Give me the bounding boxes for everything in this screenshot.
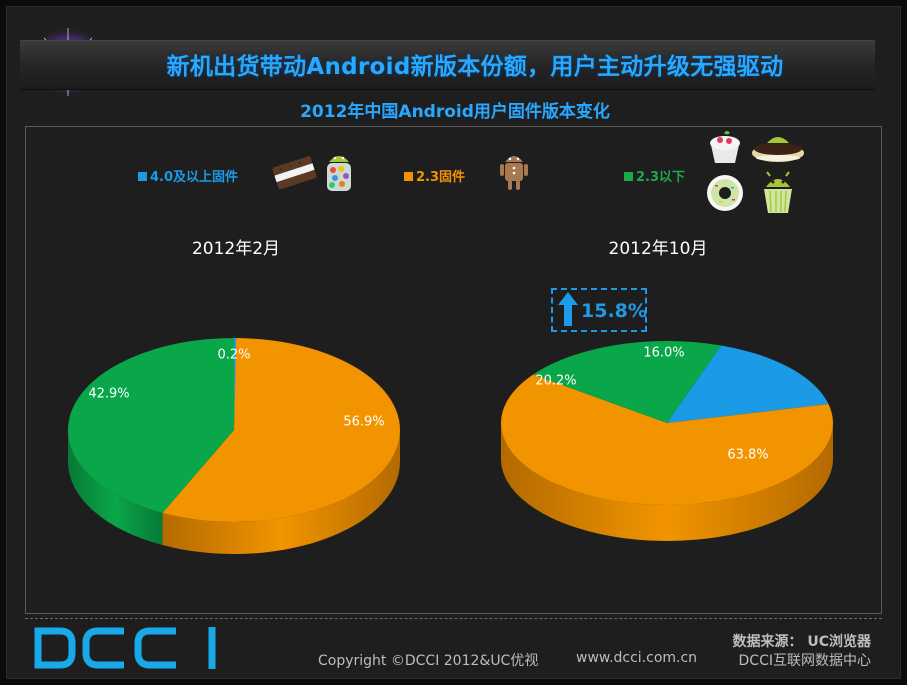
change-annotation-box	[551, 288, 647, 332]
pie-0-slice-1	[162, 338, 400, 523]
slice-label-feb-4-0: 0.2%	[217, 347, 251, 363]
legend-swatch-blue	[138, 172, 147, 181]
title-bar	[20, 40, 875, 90]
pie-0-side-1	[162, 430, 400, 554]
pie-1-slice-0	[667, 345, 829, 423]
dcci-logo	[34, 627, 216, 669]
copyright-text: Copyright ©DCCI 2012&UC优视	[318, 653, 539, 669]
slice-label-feb-2-3: 56.9%	[343, 414, 385, 430]
website-link[interactable]: www.dcci.com.cn	[576, 650, 698, 666]
donut-icon	[707, 175, 743, 211]
legend-item-android-below-2-3: 2.3以下	[624, 166, 685, 185]
legend-label: 2.3固件	[416, 170, 466, 185]
pie-1-slice-2	[533, 341, 722, 423]
organization-name: DCCI互联网数据中心	[738, 653, 871, 669]
footer-divider	[25, 618, 882, 619]
legend-label: 2.3以下	[636, 170, 686, 185]
chart-area	[25, 126, 882, 614]
eclair-icon	[752, 137, 804, 162]
pie-0-slice-0	[234, 338, 237, 430]
pie-1-slice-1	[501, 374, 833, 505]
data-source: 数据来源： UC浏览器	[732, 634, 871, 650]
legend-swatch-orange	[404, 172, 413, 181]
slice-label-feb-below-2-3: 42.9%	[88, 386, 130, 402]
main-title: 新机出货带动Android新版本份额，用户主动升级无强驱动	[166, 54, 784, 80]
change-annotation-value: 15.8%	[581, 300, 647, 322]
slice-label-oct-2-3: 63.8%	[727, 447, 769, 463]
pie-title-feb: 2012年2月	[191, 239, 281, 259]
legend-label: 4.0及以上固件	[150, 170, 239, 185]
slice-label-oct-below-2-3: 20.2%	[535, 373, 577, 389]
pie-0-side-2	[68, 430, 163, 545]
ice-cream-sandwich-icon	[272, 156, 317, 189]
up-arrow-icon	[558, 292, 578, 326]
cupcake-icon	[764, 171, 792, 213]
slice-label-oct-4-0: 16.0%	[643, 345, 685, 361]
pie-title-oct: 2012年10月	[608, 239, 708, 259]
legend-item-android-2-3: 2.3固件	[404, 166, 465, 185]
pie-0-slice-2	[67, 338, 235, 513]
slide-frame	[6, 6, 901, 679]
legend-item-android-4: 4.0及以上固件	[138, 166, 238, 185]
jelly-bean-icon	[327, 156, 351, 191]
froyo-icon	[710, 131, 740, 163]
legend-swatch-green	[624, 172, 633, 181]
pie-1-side-1	[501, 423, 833, 541]
chart-subtitle: 2012年中国Android用户固件版本变化	[300, 102, 610, 122]
gingerbread-icon	[500, 156, 528, 190]
